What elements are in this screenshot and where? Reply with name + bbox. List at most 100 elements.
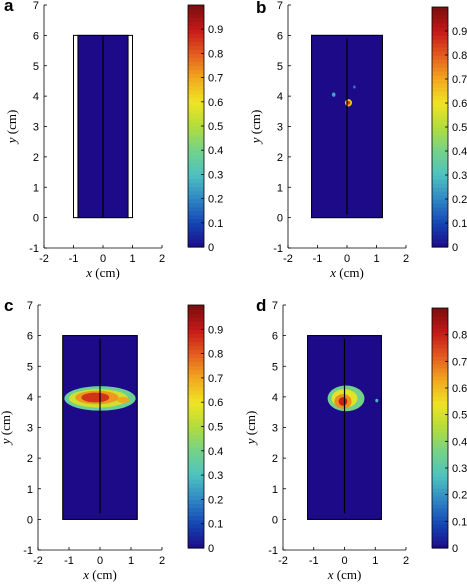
- colorbar-segment: [188, 495, 204, 500]
- colorbar-segment: [188, 462, 204, 468]
- colorbar-segment: [188, 406, 204, 411]
- colorbar-segment: [432, 532, 448, 537]
- colorbar-segment: [432, 376, 448, 381]
- colorbar-segment: [432, 115, 448, 120]
- colorbar-tick-label: 0: [208, 543, 214, 555]
- colorbar-segment: [188, 182, 204, 188]
- colorbar-segment: [188, 511, 204, 517]
- colorbar-segment: [432, 336, 448, 341]
- colorbar-tick-label: 0.4: [208, 446, 223, 458]
- colorbar-segment: [432, 7, 448, 12]
- colorbar-segment: [432, 219, 448, 224]
- x-axis-label: x (cm): [85, 265, 120, 280]
- x-tick-label: -1: [69, 253, 79, 265]
- y-tick-label: 4: [272, 392, 278, 404]
- colorbar-segment: [188, 89, 204, 95]
- y-tick-label: 2: [27, 453, 33, 465]
- colorbar-segment: [188, 166, 204, 171]
- y-tick-label: 0: [33, 213, 39, 225]
- colorbar-segment: [188, 426, 204, 432]
- colorbar-segment: [188, 365, 204, 371]
- hotspot-4: [375, 398, 379, 403]
- colorbar-segment: [432, 516, 448, 521]
- colorbar-segment: [432, 195, 448, 200]
- panel-label-a: a: [4, 0, 14, 15]
- colorbar-segment: [188, 341, 204, 347]
- colorbar-segment: [188, 5, 204, 10]
- y-tick-label: 6: [277, 30, 283, 42]
- colorbar-segment: [432, 99, 448, 104]
- colorbar-segment: [188, 194, 204, 200]
- colorbar-segment: [432, 39, 448, 44]
- colorbar-segment: [188, 487, 204, 492]
- colorbar-segment: [188, 97, 204, 103]
- colorbar-segment: [188, 414, 204, 419]
- colorbar-segment: [432, 203, 448, 208]
- colorbar-segment: [432, 59, 448, 64]
- colorbar-segment: [188, 333, 204, 338]
- colorbar-segment: [432, 231, 448, 236]
- y-tick-label: 5: [27, 361, 33, 373]
- colorbar-segment: [188, 154, 204, 159]
- y-tick-label: 5: [277, 61, 283, 73]
- colorbar-segment: [432, 400, 448, 405]
- y-tick-label: 0: [277, 213, 283, 225]
- colorbar-segment: [188, 186, 204, 192]
- colorbar-segment: [188, 329, 204, 334]
- colorbar-segment: [432, 364, 448, 369]
- colorbar-segment: [188, 507, 204, 513]
- colorbar-segment: [188, 539, 204, 545]
- colorbar-segment: [432, 440, 448, 445]
- colorbar-segment: [432, 71, 448, 76]
- y-tick-label: 7: [27, 300, 33, 312]
- colorbar-segment: [188, 337, 204, 343]
- colorbar-segment: [432, 432, 448, 437]
- colorbar-segment: [432, 460, 448, 465]
- y-tick-label: 3: [272, 423, 278, 435]
- colorbar-segment: [188, 21, 204, 26]
- colorbar-segment: [432, 360, 448, 365]
- colorbar-segment: [188, 214, 204, 220]
- colorbar-segment: [432, 63, 448, 68]
- hotspot-3: [353, 85, 356, 89]
- colorbar-segment: [188, 13, 204, 18]
- colorbar-segment: [432, 452, 448, 457]
- colorbar-tick-label: 0.1: [452, 516, 467, 528]
- colorbar-segment: [432, 51, 448, 56]
- colorbar-segment: [432, 416, 448, 421]
- colorbar-segment: [188, 65, 204, 71]
- colorbar-tick-label: 0.4: [452, 146, 467, 158]
- colorbar-segment: [432, 324, 448, 329]
- colorbar-segment: [188, 61, 204, 67]
- colorbar-segment: [432, 207, 448, 212]
- colorbar-segment: [432, 239, 448, 244]
- colorbar-segment: [188, 305, 204, 310]
- panel-label-c: c: [4, 296, 14, 315]
- colorbar-segment: [188, 361, 204, 367]
- colorbar-segment: [188, 483, 204, 488]
- colorbar-segment: [432, 227, 448, 232]
- colorbar-segment: [188, 317, 204, 322]
- colorbar-segment: [188, 206, 204, 212]
- colorbar-segment: [188, 178, 204, 184]
- colorbar-segment: [432, 67, 448, 72]
- colorbar-segment: [432, 372, 448, 377]
- colorbar-segment: [188, 515, 204, 521]
- colorbar-segment: [188, 471, 204, 476]
- colorbar-tick-label: 0.6: [452, 383, 467, 395]
- colorbar-segment: [432, 472, 448, 477]
- colorbar-segment: [432, 135, 448, 140]
- colorbar-segment: [432, 448, 448, 453]
- colorbar-segment: [432, 316, 448, 321]
- colorbar-tick-label: 0.9: [452, 26, 467, 38]
- colorbar-segment: [432, 131, 448, 136]
- colorbar-segment: [432, 508, 448, 513]
- colorbar-segment: [188, 369, 204, 375]
- colorbar-segment: [432, 524, 448, 529]
- colorbar-segment: [188, 101, 204, 107]
- colorbar-segment: [432, 179, 448, 184]
- colorbar-segment: [432, 396, 448, 401]
- colorbar-segment: [432, 23, 448, 28]
- y-axis-label: y (cm): [0, 411, 13, 447]
